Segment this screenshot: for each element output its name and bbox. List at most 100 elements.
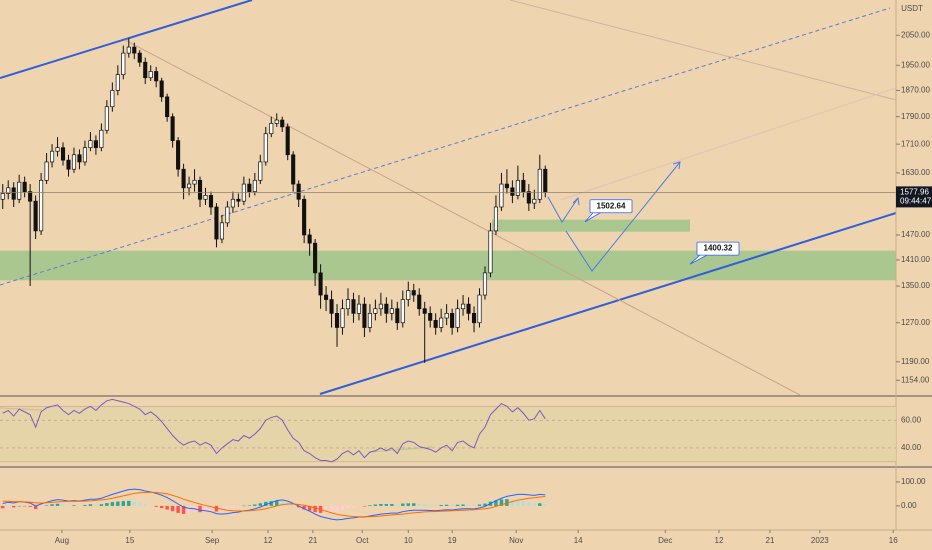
macd-histogram-bar bbox=[324, 505, 328, 513]
candle-body bbox=[159, 80, 164, 98]
macd-histogram-bar bbox=[110, 502, 115, 506]
candle-body bbox=[515, 179, 520, 196]
macd-histogram-bar bbox=[373, 504, 378, 506]
x-tick-label: Oct bbox=[356, 536, 369, 545]
candle-body bbox=[269, 123, 274, 135]
macd-histogram-bar bbox=[39, 505, 43, 507]
candle-body bbox=[126, 46, 131, 54]
candle-body bbox=[477, 294, 482, 324]
macd-histogram-bar bbox=[439, 504, 443, 506]
candle-body bbox=[6, 187, 11, 194]
channel-midline bbox=[0, 7, 891, 286]
y-tick-label: 1630.00 bbox=[901, 168, 930, 177]
candle-body bbox=[367, 313, 372, 328]
candle-body bbox=[154, 71, 159, 82]
macd-histogram-bar bbox=[83, 504, 87, 506]
candle-body bbox=[55, 147, 60, 152]
x-tick-label: 2023 bbox=[811, 536, 829, 545]
currency-label: USDT bbox=[901, 4, 923, 13]
macd-histogram-bar bbox=[368, 505, 372, 506]
macd-histogram-bar bbox=[275, 500, 279, 506]
macd-histogram-bar bbox=[44, 505, 49, 506]
macd-histogram-bar bbox=[209, 505, 213, 511]
candle-body bbox=[433, 320, 438, 328]
macd-histogram-bar bbox=[494, 500, 498, 506]
candle-body bbox=[334, 313, 340, 328]
candle-body bbox=[493, 206, 498, 232]
x-tick-label: 14 bbox=[574, 536, 583, 545]
x-tick-label: 10 bbox=[404, 536, 413, 545]
arrow-head bbox=[572, 196, 580, 206]
candle-body bbox=[132, 46, 137, 54]
macd-histogram-bar bbox=[401, 503, 405, 506]
macd-histogram-bar bbox=[105, 503, 109, 506]
arrow-head bbox=[672, 161, 681, 170]
candle-body bbox=[302, 198, 307, 236]
candle-body bbox=[329, 299, 334, 314]
price-label-box bbox=[896, 186, 932, 208]
macd-histogram-bar bbox=[94, 504, 98, 506]
macd-histogram-bar bbox=[231, 505, 235, 508]
price-label: 1577.96 bbox=[900, 187, 929, 196]
x-tick-label: 16 bbox=[889, 536, 898, 545]
candle-body bbox=[247, 183, 252, 192]
signal-line bbox=[2, 491, 546, 518]
macd-histogram-bar bbox=[143, 504, 147, 506]
candle-body bbox=[230, 198, 235, 208]
candle-body bbox=[280, 119, 285, 128]
macd-histogram-bar bbox=[181, 505, 186, 514]
candle-body bbox=[252, 179, 257, 192]
candle-body bbox=[28, 191, 33, 202]
x-tick-label: 15 bbox=[125, 536, 134, 545]
macd-histogram-bar bbox=[22, 505, 27, 507]
macd-histogram-bar bbox=[33, 505, 38, 510]
candle-body bbox=[439, 317, 444, 328]
macd-histogram-bar bbox=[390, 504, 394, 506]
candle-body bbox=[340, 308, 345, 328]
y-tick-label: 2050.00 bbox=[901, 30, 930, 39]
candle-body bbox=[60, 147, 66, 161]
macd-histogram-bar bbox=[329, 505, 334, 513]
candle-body bbox=[455, 308, 460, 328]
macd-histogram-bar bbox=[417, 503, 421, 506]
candle-body bbox=[384, 303, 389, 314]
macd-histogram-bar bbox=[264, 501, 268, 506]
macd-histogram-bar bbox=[455, 504, 460, 506]
y-tick-label: 1870.00 bbox=[901, 86, 930, 95]
macd-histogram-bar bbox=[127, 500, 131, 506]
y-tick-label: 1950.00 bbox=[901, 60, 930, 69]
macd-histogram-bar bbox=[170, 505, 175, 512]
macd-histogram-bar bbox=[444, 504, 449, 506]
y-tick-label: 1350.00 bbox=[901, 281, 930, 290]
macd-histogram-bar bbox=[258, 503, 263, 506]
rsi-tick-label: 40.00 bbox=[901, 443, 922, 452]
candle-body bbox=[219, 222, 224, 240]
macd-histogram-bar bbox=[149, 505, 153, 507]
macd-histogram-bar bbox=[379, 504, 383, 506]
macd-histogram-bar bbox=[138, 502, 142, 506]
candle-body bbox=[482, 272, 488, 296]
macd-histogram-bar bbox=[66, 505, 71, 507]
macd-histogram-bar bbox=[154, 505, 158, 507]
candle-body bbox=[285, 126, 290, 156]
projection-arrow bbox=[565, 161, 681, 272]
candle-body bbox=[345, 299, 351, 310]
macd-histogram-bar bbox=[346, 505, 350, 509]
candle-body bbox=[88, 140, 93, 149]
macd-histogram-bar bbox=[483, 503, 487, 506]
candle-body bbox=[71, 154, 77, 170]
macd-histogram-bar bbox=[220, 505, 224, 511]
y-tick-label: 1154.00 bbox=[901, 375, 930, 384]
macd-histogram-bar bbox=[307, 505, 312, 511]
candle-body bbox=[400, 299, 405, 324]
candle-body bbox=[148, 71, 153, 79]
macd-histogram-bar bbox=[165, 505, 169, 510]
candle-body bbox=[406, 290, 411, 300]
macd-histogram-bar bbox=[225, 505, 230, 510]
x-tick-label: 12 bbox=[715, 536, 724, 545]
candle-body bbox=[532, 198, 537, 204]
callout-box bbox=[696, 241, 740, 256]
macd-histogram-bar bbox=[412, 503, 416, 506]
macd-histogram-bar bbox=[395, 504, 400, 506]
